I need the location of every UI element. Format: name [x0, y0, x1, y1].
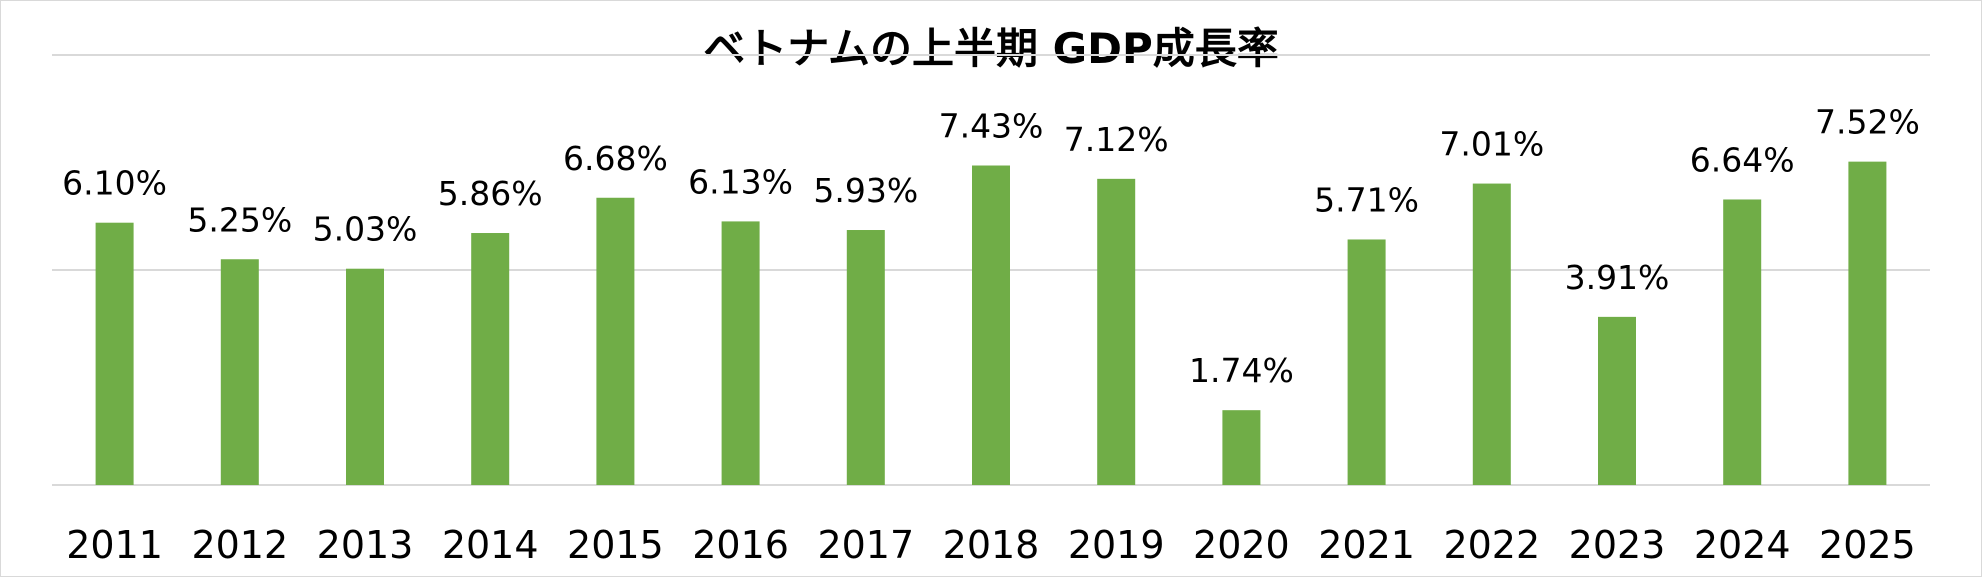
- x-tick-label-2020: 2020: [1193, 523, 1290, 567]
- data-label-2018: 7.43%: [939, 107, 1044, 146]
- x-tick-label-2017: 2017: [817, 523, 914, 567]
- x-tick-label-2011: 2011: [66, 523, 163, 567]
- data-label-2014: 5.86%: [438, 174, 543, 213]
- bar-2015: [596, 197, 635, 485]
- data-labels: 6.10% 5.25% 5.03% 5.86% 6.68% 6.13% 5.93% 7.43%…: [62, 103, 1920, 391]
- x-tick-label-2025: 2025: [1819, 523, 1916, 567]
- bar-2025: [1848, 161, 1887, 485]
- data-label-2016: 6.13%: [688, 162, 793, 201]
- bar-2022: [1472, 183, 1511, 485]
- data-label-2015: 6.68%: [563, 139, 668, 178]
- x-tick-label-2016: 2016: [692, 523, 789, 567]
- x-tick-label-2023: 2023: [1569, 523, 1666, 567]
- x-tick-label-2018: 2018: [943, 523, 1040, 567]
- x-axis-tick-labels: 2011 2012 2013 2014 2015 2016 2017 2018 2019 2020…: [66, 523, 1916, 567]
- bar-2020: [1222, 410, 1261, 485]
- x-tick-label-2021: 2021: [1318, 523, 1415, 567]
- x-tick-label-2014: 2014: [442, 523, 539, 567]
- x-tick-label-2012: 2012: [191, 523, 288, 567]
- bar-2017: [846, 230, 885, 485]
- bar-2012: [220, 259, 259, 485]
- bar-2024: [1723, 199, 1762, 486]
- data-label-2011: 6.10%: [62, 164, 167, 203]
- data-label-2012: 5.25%: [187, 200, 292, 239]
- data-label-2013: 5.03%: [313, 210, 418, 249]
- data-label-2025: 7.52%: [1815, 103, 1920, 142]
- bar-2014: [471, 233, 510, 485]
- x-tick-label-2022: 2022: [1443, 523, 1540, 567]
- x-tick-label-2015: 2015: [567, 523, 664, 567]
- bar-2016: [721, 221, 760, 485]
- bar-2019: [1097, 178, 1136, 485]
- bar-2013: [346, 268, 384, 485]
- bars: [95, 161, 1887, 486]
- x-tick-label-2019: 2019: [1068, 523, 1165, 567]
- data-label-2019: 7.12%: [1064, 120, 1169, 159]
- data-label-2022: 7.01%: [1439, 125, 1544, 164]
- data-label-2021: 5.71%: [1314, 180, 1419, 219]
- data-label-2024: 6.64%: [1690, 140, 1795, 179]
- chart-title: ベトナムの上半期 GDP成長率: [703, 24, 1279, 73]
- data-label-2023: 3.91%: [1565, 258, 1670, 297]
- x-tick-label-2024: 2024: [1694, 523, 1791, 567]
- data-label-2020: 1.74%: [1189, 351, 1294, 390]
- bar-2018: [972, 165, 1010, 485]
- bar-2011: [95, 222, 134, 485]
- bar-2021: [1347, 239, 1386, 485]
- data-label-2017: 5.93%: [813, 171, 918, 210]
- x-tick-label-2013: 2013: [317, 523, 414, 567]
- bar-2023: [1598, 316, 1636, 485]
